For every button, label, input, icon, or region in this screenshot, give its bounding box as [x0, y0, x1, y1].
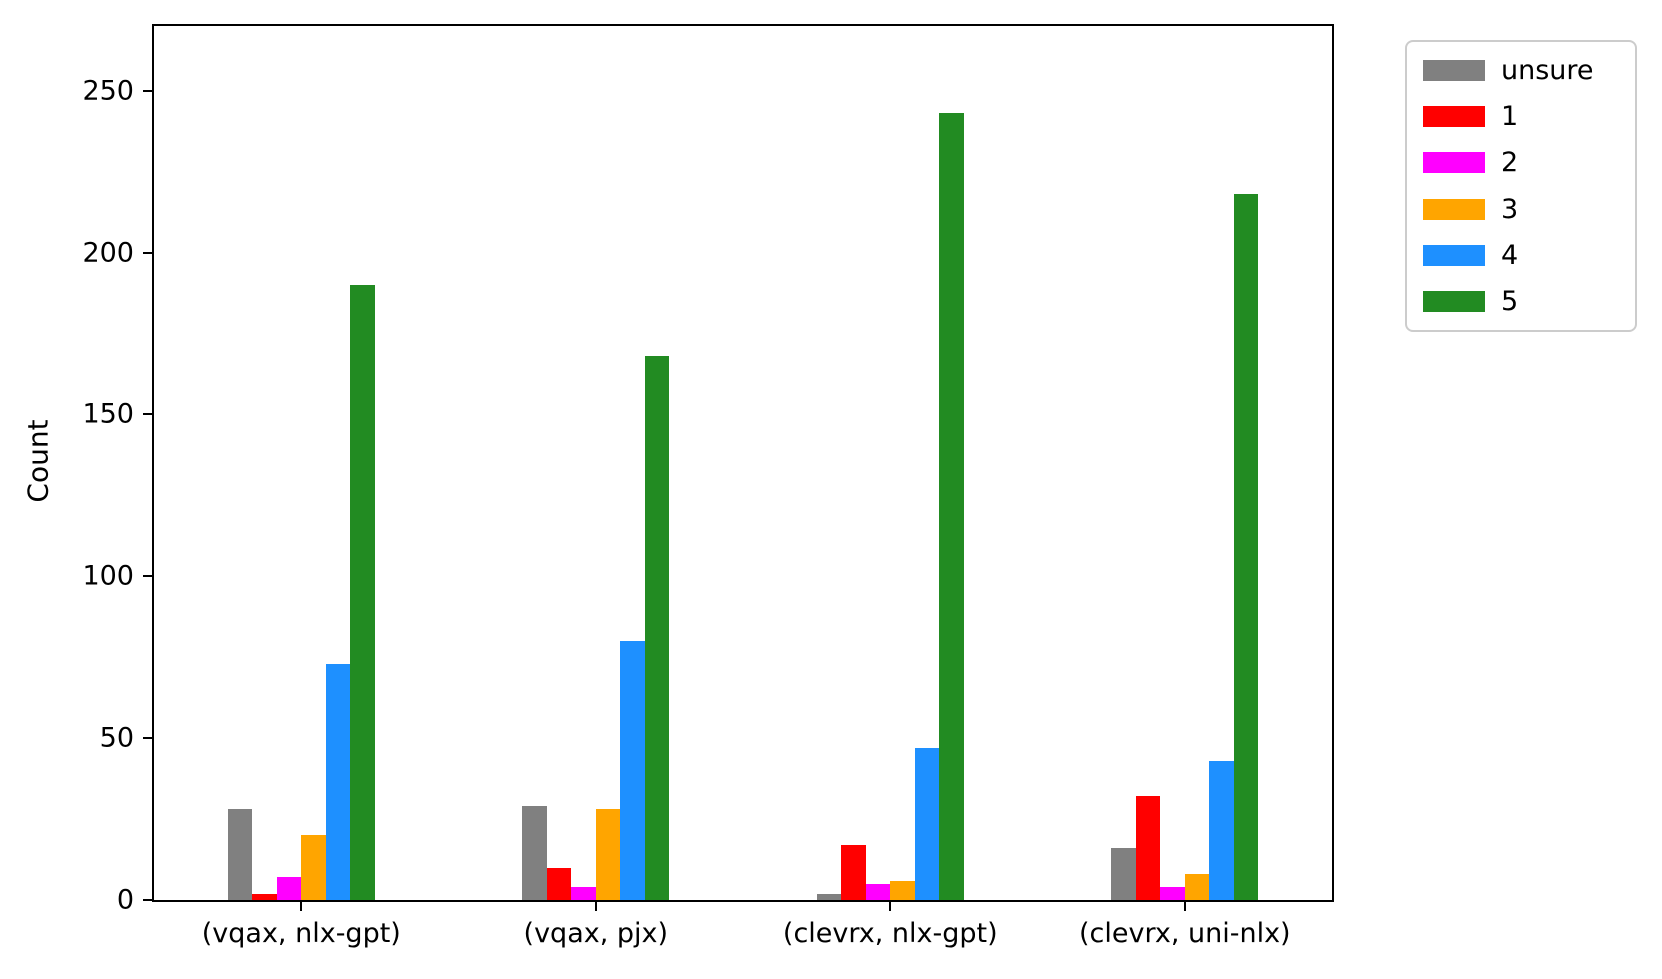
- legend-swatch: [1423, 290, 1485, 312]
- bar-2-group2: [865, 883, 891, 900]
- bar-unsure-group3: [1111, 848, 1136, 900]
- bar-2-group1: [571, 887, 596, 900]
- bar-4-group3: [1209, 760, 1234, 900]
- y-tick-label: 50: [99, 722, 134, 754]
- legend-swatch: [1423, 106, 1485, 128]
- legend-label: 2: [1501, 147, 1519, 179]
- x-tick-label: (clevrx, nlx-gpt): [782, 918, 998, 949]
- bar-5-group2: [939, 113, 964, 900]
- bar-4-group0: [325, 663, 351, 900]
- y-tick-label: 100: [82, 560, 134, 592]
- legend: unsure 1 2 3 4 5: [1405, 40, 1637, 332]
- bar-unsure-group2: [816, 893, 842, 900]
- legend-swatch: [1423, 198, 1485, 220]
- x-tick-mark: [1183, 902, 1186, 911]
- bar-unsure-group1: [522, 806, 547, 900]
- y-tick-label: 150: [82, 398, 134, 430]
- bar-unsure-group0: [227, 809, 253, 900]
- legend-swatch: [1423, 60, 1485, 81]
- bar-3-group1: [595, 809, 621, 900]
- legend-item: 5: [1423, 286, 1619, 317]
- y-axis-label: Count: [21, 419, 55, 503]
- y-tick-mark: [143, 575, 152, 578]
- legend-item: unsure: [1423, 55, 1619, 86]
- plot-area: 0 50 100 150 200 250 (vqax, nlx-gpt) (vqax, pj…: [82, 24, 1334, 949]
- bar-3-group0: [301, 835, 326, 900]
- y-tick-label: 200: [82, 237, 134, 269]
- legend-item: 1: [1423, 101, 1619, 132]
- legend-label: 4: [1501, 239, 1519, 271]
- bar-1-group0: [252, 893, 277, 900]
- legend-swatch: [1423, 152, 1485, 174]
- y-tick-mark: [143, 899, 152, 901]
- legend-label: unsure: [1501, 55, 1594, 86]
- bar-5-group1: [644, 356, 670, 900]
- legend-item: 2: [1423, 147, 1619, 178]
- bar-3-group2: [890, 880, 915, 900]
- x-tick-mark: [300, 902, 303, 911]
- legend-swatch: [1423, 244, 1485, 266]
- bar-1-group3: [1135, 796, 1161, 900]
- x-tick-mark: [889, 902, 892, 911]
- bar-3-group3: [1184, 874, 1210, 900]
- bar-2-group3: [1160, 887, 1185, 900]
- legend-item: 4: [1423, 240, 1619, 271]
- x-tick-mark: [594, 902, 597, 911]
- legend-label: 3: [1501, 193, 1519, 225]
- bar-1-group2: [841, 845, 866, 900]
- y-tick-label: 0: [116, 884, 134, 916]
- y-tick-mark: [143, 737, 152, 740]
- y-tick-label: 250: [82, 75, 134, 107]
- legend-label: 5: [1501, 285, 1519, 317]
- bar-2-group0: [276, 877, 302, 900]
- x-tick-label: (vqax, nlx-gpt): [201, 918, 401, 949]
- bar-5-group3: [1233, 194, 1259, 900]
- y-tick-mark: [143, 413, 152, 416]
- bar-4-group2: [914, 747, 940, 900]
- bar-4-group1: [620, 641, 645, 900]
- legend-label: 1: [1501, 101, 1519, 133]
- bar-1-group1: [546, 867, 572, 900]
- x-tick-label: (vqax, pjx): [523, 918, 669, 949]
- y-tick-mark: [143, 89, 152, 92]
- bar-5-group0: [350, 285, 375, 900]
- y-tick-mark: [143, 251, 152, 254]
- x-tick-label: (clevrx, uni-nlx): [1079, 918, 1291, 949]
- legend-item: 3: [1423, 194, 1619, 225]
